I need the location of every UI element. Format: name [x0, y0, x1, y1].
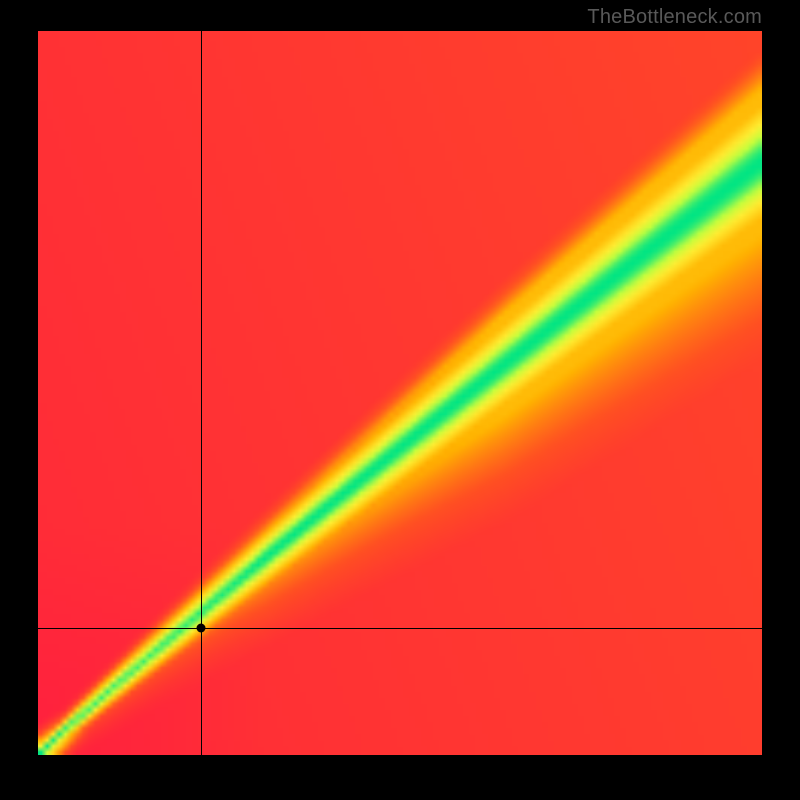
watermark-text: TheBottleneck.com [587, 6, 762, 29]
crosshair-vertical [201, 31, 202, 755]
plot-frame [38, 31, 762, 755]
heatmap-canvas [38, 31, 762, 755]
crosshair-horizontal [38, 628, 762, 629]
marker-dot [196, 624, 205, 633]
